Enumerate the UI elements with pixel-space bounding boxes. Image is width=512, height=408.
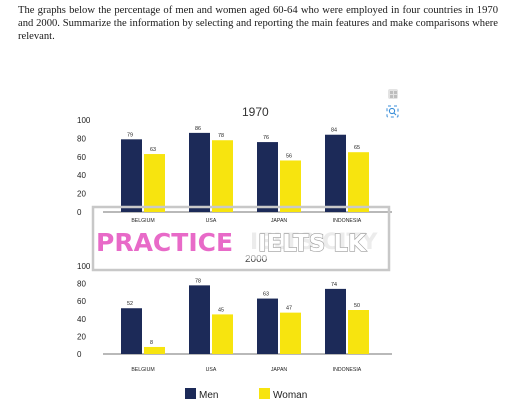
watermark-frame	[91, 205, 391, 272]
legend: Men Woman	[185, 388, 307, 401]
bar-women-usa	[212, 314, 233, 354]
bar-women-belgium	[144, 154, 165, 212]
chart-2000: 2000 0 20 40 60 80 100 52 8 BELGIUM 78 45 USA 63 47 JAP…	[77, 254, 392, 373]
y-tick-label: 60	[77, 153, 86, 162]
bar-women-belgium	[144, 346, 165, 354]
category-label-japan: JAPAN	[271, 367, 288, 373]
data-label: 78	[218, 133, 224, 139]
chart-title: 1970	[242, 105, 269, 119]
legend-women-swatch	[259, 388, 270, 399]
search-icon[interactable]	[386, 105, 399, 118]
bar-men-belgium	[121, 308, 142, 354]
data-label: 56	[286, 153, 292, 159]
y-tick-label: 40	[77, 171, 86, 180]
bar-men-belgium	[121, 139, 142, 212]
category-label-usa: USA	[206, 367, 217, 373]
bar-women-japan	[280, 312, 301, 354]
y-tick-label: 20	[77, 190, 86, 199]
data-label: 74	[331, 282, 337, 288]
y-tick-label: 40	[77, 315, 86, 324]
data-label: 52	[127, 301, 133, 307]
y-tick-label: 0	[77, 208, 82, 217]
data-label: 84	[331, 128, 337, 134]
bar-men-indonesia	[325, 288, 346, 354]
watermark-ghost-text: IELTS CITY	[250, 230, 378, 255]
data-label: 8	[150, 340, 153, 346]
data-label: 79	[127, 132, 133, 138]
y-tick-label: 0	[77, 350, 82, 359]
watermark-ielts-text: IELTS LK	[258, 231, 367, 257]
data-label: 63	[263, 292, 269, 298]
category-label-belgium: BELGIUM	[131, 367, 154, 373]
watermark-practice-text: PRACTICE	[96, 228, 233, 257]
y-tick-label: 100	[77, 262, 91, 271]
expand-icon[interactable]	[388, 89, 398, 99]
bar-women-usa	[212, 140, 233, 212]
watermark-band	[96, 223, 382, 259]
legend-men-label: Men	[199, 390, 218, 401]
bar-men-usa	[189, 132, 210, 212]
category-label-japan: JAPAN	[271, 218, 288, 224]
data-label: 78	[195, 278, 201, 284]
y-tick-label: 80	[77, 134, 86, 143]
chart-1970: 1970 0 20 40 60 80 100 79 63 BELGIUM 86 78 USA 76 56 JA…	[77, 105, 392, 224]
data-label: 86	[195, 126, 201, 132]
y-tick-label: 60	[77, 297, 86, 306]
data-label: 65	[354, 145, 360, 151]
bar-men-japan	[257, 298, 278, 354]
data-label: 63	[150, 147, 156, 153]
bar-women-japan	[280, 160, 301, 212]
category-label-usa: USA	[206, 218, 217, 224]
category-label-belgium: BELGIUM	[131, 218, 154, 224]
bar-men-japan	[257, 142, 278, 212]
task-prompt: The graphs below the percentage of men a…	[18, 5, 498, 43]
watermark: IELTS CITY PRACTICE IELTS LK	[91, 205, 391, 272]
data-label: 47	[286, 306, 292, 312]
bar-men-usa	[189, 285, 210, 354]
bar-women-indonesia	[348, 310, 369, 354]
y-tick-label: 20	[77, 332, 86, 341]
data-label: 76	[263, 135, 269, 141]
bar-men-indonesia	[325, 134, 346, 212]
chart-title: 2000	[245, 254, 268, 265]
legend-men-swatch	[185, 388, 196, 399]
category-label-indonesia: INDONESIA	[333, 218, 362, 224]
y-tick-label: 80	[77, 280, 86, 289]
legend-women-label: Woman	[273, 390, 307, 401]
bar-women-indonesia	[348, 152, 369, 212]
data-label: 45	[218, 307, 224, 313]
y-tick-label: 100	[77, 116, 91, 125]
category-label-indonesia: INDONESIA	[333, 367, 362, 373]
data-label: 50	[354, 303, 360, 309]
